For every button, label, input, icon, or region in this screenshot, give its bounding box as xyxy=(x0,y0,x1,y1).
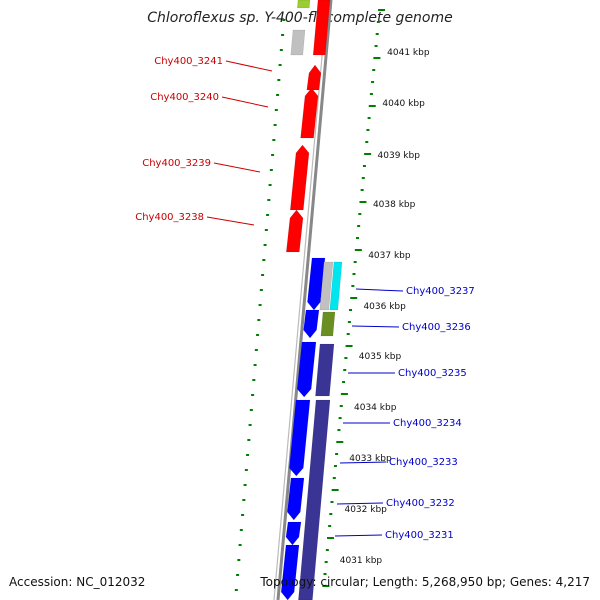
gene-leader-line xyxy=(351,325,400,328)
scale-label: 4035 kbp xyxy=(359,352,402,362)
gene-chy400-3240 xyxy=(300,87,319,139)
gene-chy400-3231 xyxy=(280,544,300,600)
gene-leader-line xyxy=(213,162,261,173)
backbone-inner-line xyxy=(273,0,328,600)
gene-label: Chy400_3239 xyxy=(142,158,211,169)
accession-label: Accession: NC_012032 xyxy=(9,575,146,589)
gene-chy400-3235 xyxy=(296,341,317,398)
gene-chy400-3238 xyxy=(286,209,304,253)
gene-leader-line xyxy=(221,96,269,108)
scale-labels: 4041 kbp 4040 kbp 4039 kbp 4038 kbp 4037 kbp… xyxy=(340,48,430,566)
gene-block-forward xyxy=(312,0,331,56)
gene-label: Chy400_3233 xyxy=(389,457,458,468)
gene-labels: Chy400_3241 Chy400_3240 Chy400_3239 Chy400_… xyxy=(135,56,475,541)
backbone-line xyxy=(276,0,333,600)
gene-chy400-3234 xyxy=(289,399,311,477)
scale-label: 4031 kbp xyxy=(340,556,383,566)
feature-grey xyxy=(319,261,334,311)
scale-label: 4032 kbp xyxy=(344,505,387,515)
scale-label: 4037 kbp xyxy=(368,251,411,261)
scale-label: 4038 kbp xyxy=(373,200,416,210)
map-title: Chloroflexus sp. Y-400-fl, complete geno… xyxy=(147,10,453,26)
feature-purple xyxy=(315,343,335,397)
gene-leader-line xyxy=(355,288,404,292)
feature-purple xyxy=(298,399,331,600)
scale-label: 4036 kbp xyxy=(363,302,406,312)
gene-label: Chy400_3235 xyxy=(398,368,467,379)
feature-cyan xyxy=(329,261,343,311)
gene-label: Chy400_3241 xyxy=(154,56,223,67)
gene-leader-line xyxy=(339,461,387,464)
features xyxy=(280,0,343,600)
feature-grey xyxy=(290,29,306,56)
gene-chy400-3241 xyxy=(306,64,322,91)
gene-leader-line xyxy=(336,502,384,505)
gene-label: Chy400_3232 xyxy=(386,498,455,509)
scale-label: 4041 kbp xyxy=(387,48,430,58)
gene-chy400-3237 xyxy=(307,257,326,311)
scale-label: 4034 kbp xyxy=(354,403,397,413)
gene-chy400-3236 xyxy=(303,309,320,339)
scale-label: 4033 kbp xyxy=(349,454,392,464)
gene-label: Chy400_3234 xyxy=(393,418,462,429)
right-tick-ring xyxy=(322,9,386,587)
gene-chy400-3233 xyxy=(287,477,305,521)
gene-leader-line xyxy=(334,534,383,537)
gene-label: Chy400_3238 xyxy=(135,212,204,223)
gene-label: Chy400_3231 xyxy=(385,530,454,541)
gene-chy400-3232 xyxy=(285,521,302,546)
feature-green xyxy=(297,0,311,9)
gene-chy400-3239 xyxy=(290,144,310,211)
feature-olive xyxy=(320,311,336,337)
genome-summary: Topology: circular; Length: 5,268,950 bp… xyxy=(260,575,590,589)
gene-leader-line xyxy=(206,216,255,226)
scale-label: 4039 kbp xyxy=(378,151,421,161)
gene-label: Chy400_3240 xyxy=(150,92,219,103)
gene-label: Chy400_3236 xyxy=(402,322,471,333)
gene-label: Chy400_3237 xyxy=(406,286,475,297)
backbone xyxy=(273,0,333,600)
left-tick-ring xyxy=(234,19,286,591)
gene-leader-line xyxy=(225,60,273,72)
scale-label: 4040 kbp xyxy=(382,99,425,109)
